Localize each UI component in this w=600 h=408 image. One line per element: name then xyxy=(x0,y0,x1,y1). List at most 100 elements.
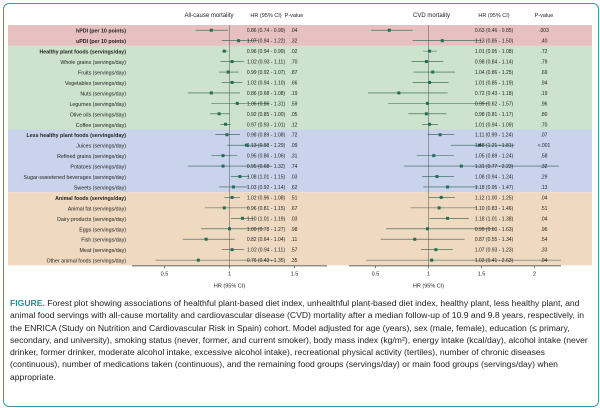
ci-text: 0.96 (0.94 - 0.99) xyxy=(247,49,286,55)
hr-point xyxy=(428,80,432,84)
ci-text: 0.99 (0.92 - 1.07) xyxy=(247,70,286,76)
hr-point xyxy=(209,91,213,95)
row-label: Olive oils (servings/day) xyxy=(70,112,126,118)
row-label: Fish (servings/day) xyxy=(81,238,126,244)
ci-text: 1.31 (0.77 - 2.23) xyxy=(475,164,514,170)
hr-point xyxy=(424,60,428,64)
x-tick-label: 1.5 xyxy=(478,271,486,277)
ci-text: 0.87 (0.55 - 1.34) xyxy=(475,237,514,243)
hr-point xyxy=(235,101,239,105)
p-value: .003 xyxy=(539,28,549,34)
ci-text: 0.95 (0.68 - 1.32) xyxy=(247,164,286,170)
ci-text: 1.03 (0.92 - 1.14) xyxy=(247,185,286,191)
row-label: Healthy plant foods (servings/day) xyxy=(39,50,126,56)
ci-text: 1.02 (0.94 - 1.10) xyxy=(247,80,286,86)
row-label: Meat (servings/day) xyxy=(79,248,126,254)
x-tick-label: 2 xyxy=(533,271,536,277)
p-value: .66 xyxy=(291,80,298,86)
p-value: .04 xyxy=(291,28,298,34)
p-value: .94 xyxy=(541,80,548,86)
hr-point xyxy=(413,237,417,241)
p-value: .80 xyxy=(541,112,548,118)
p-value: .03 xyxy=(291,216,298,222)
hr-point xyxy=(435,175,439,179)
p-value: .32 xyxy=(291,39,298,45)
ci-text: 1.02 (0.94 - 1.11) xyxy=(247,248,285,254)
row-label: Eggs (servings/day) xyxy=(79,227,126,233)
p-value: .40 xyxy=(541,39,548,45)
p-value: .59 xyxy=(291,101,298,107)
x-tick-label: 1 xyxy=(427,271,430,277)
p-value: .62 xyxy=(291,185,298,191)
hr-point xyxy=(230,195,234,199)
hr-point xyxy=(446,216,450,220)
band-less xyxy=(8,129,592,193)
hr-point xyxy=(430,258,434,262)
ci-text: 0.82 (0.64 - 1.04) xyxy=(247,237,286,243)
ci-text: 1.18 (1.01 - 1.38) xyxy=(475,216,514,222)
hr-point xyxy=(225,133,229,137)
p-value: .74 xyxy=(291,164,298,170)
hr-point xyxy=(217,112,221,116)
p-value: .04 xyxy=(541,195,548,201)
p-value: .07 xyxy=(541,133,548,139)
row-label: uPDI (per 10 points) xyxy=(76,39,126,45)
hr-point xyxy=(237,39,241,43)
p-value: .67 xyxy=(291,206,298,212)
hr-point xyxy=(424,112,428,116)
p-value: .51 xyxy=(291,195,298,201)
ci-text: 1.10 (0.83 - 1.46) xyxy=(475,206,514,212)
ci-text: 1.01 (0.95 - 1.08) xyxy=(475,49,514,55)
hr-point xyxy=(209,28,213,32)
p-value: .69 xyxy=(541,70,548,76)
hr-point xyxy=(397,91,401,95)
p-value: .70 xyxy=(541,122,548,128)
p-header: P-value xyxy=(285,13,304,19)
p-value: .02 xyxy=(291,49,298,55)
figure: All-cause mortality HR (95% CI) P-value 0.5… xyxy=(3,3,599,407)
ci-text: 1.06 (0.86 - 1.31) xyxy=(247,101,286,107)
p-value: .35 xyxy=(291,258,298,264)
hr-point xyxy=(196,258,200,262)
ci-text: 0.99 (0.60 - 1.63) xyxy=(475,227,514,233)
row-label: Whole grains (servings/day) xyxy=(60,60,126,66)
ci-text: 1.13 (0.98 - 1.29) xyxy=(247,143,286,149)
p-value: .96 xyxy=(541,101,548,107)
ci-text: 1.02 (0.93 - 1.11) xyxy=(247,60,285,66)
p-value: .29 xyxy=(541,175,548,181)
row-label: Refined grains (servings/day) xyxy=(57,154,126,160)
p-value: .98 xyxy=(291,227,298,233)
p-value: .09 xyxy=(291,143,298,149)
ci-text: 1.03 (0.41 - 2.63) xyxy=(475,258,514,264)
row-label: Vegetables (servings/day) xyxy=(65,81,126,87)
hr-point xyxy=(425,101,429,105)
hr-header: HR (95% CI) xyxy=(478,13,509,19)
hr-point xyxy=(230,60,234,64)
p-value: .04 xyxy=(541,216,548,222)
band-healthy xyxy=(8,45,592,130)
ci-text: 1.13 (0.85 - 1.50) xyxy=(475,39,514,45)
ci-text: 0.92 (0.85 - 1.00) xyxy=(247,112,286,118)
ci-text: 1.08 (1.01 - 1.15) xyxy=(247,175,286,181)
ci-text: 1.05 (0.89 - 1.24) xyxy=(475,154,514,160)
p-value: <.001 xyxy=(538,143,551,149)
x-axis-label: HR (95% CI) xyxy=(413,283,444,289)
hr-point xyxy=(204,237,208,241)
hr-point xyxy=(222,49,226,53)
hr-point xyxy=(431,70,435,74)
ci-text: 0.96 (0.81 - 1.15) xyxy=(247,206,286,212)
ci-text: 0.98 (0.84 - 1.14) xyxy=(475,60,514,66)
p-value: .19 xyxy=(291,91,298,97)
ci-text: 1.04 (0.86 - 1.25) xyxy=(475,70,514,76)
p-value: .12 xyxy=(291,122,298,128)
hr-point xyxy=(231,185,235,189)
hr-point xyxy=(222,206,226,210)
hr-point xyxy=(244,143,248,147)
ci-text: 1.12 (1.00 - 1.25) xyxy=(475,195,514,201)
panel-title: All-cause mortality xyxy=(184,13,233,19)
row-label: Coffee (servings/day) xyxy=(76,123,126,129)
ci-text: 1.00 (0.78 - 1.27) xyxy=(247,227,286,233)
ci-text: 1.02 (0.96 - 1.08) xyxy=(247,195,286,201)
ci-text: 1.18 (0.95 - 1.47) xyxy=(475,185,514,191)
ci-text: 1.07 (0.94 - 1.22) xyxy=(247,39,286,45)
